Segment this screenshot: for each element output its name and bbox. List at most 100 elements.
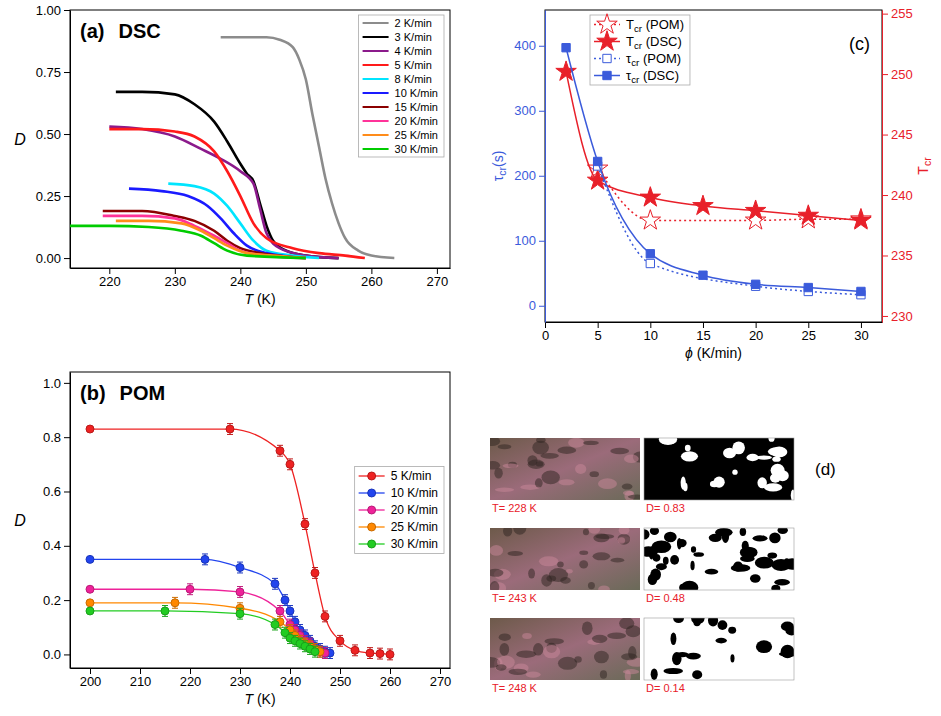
tick-mark xyxy=(703,322,704,328)
data-point xyxy=(336,637,344,645)
binary-blob xyxy=(771,559,790,571)
tick: 0.8 xyxy=(43,430,70,445)
tick-label: 0.00 xyxy=(36,251,61,266)
tick-mark xyxy=(390,668,391,674)
data-point xyxy=(640,187,660,206)
tick: 230 xyxy=(882,309,913,324)
tick: 250 xyxy=(330,668,352,689)
binary-image xyxy=(644,618,794,680)
micrograph-texture xyxy=(544,638,564,644)
legend-marker xyxy=(597,31,617,50)
error-bar xyxy=(322,611,328,622)
error-bar xyxy=(337,635,343,646)
data-point xyxy=(161,607,169,615)
binary-blob xyxy=(778,528,788,534)
legend-swatch xyxy=(363,22,389,24)
legend-marker xyxy=(368,523,376,531)
legend-label: 5 K/min xyxy=(391,469,432,483)
micrograph-texture xyxy=(575,464,586,474)
data-point xyxy=(646,250,654,258)
error-bar xyxy=(282,595,288,606)
axis: 0.000.250.500.751.00 xyxy=(36,3,71,269)
binary-blob xyxy=(767,553,777,559)
tick-mark xyxy=(371,268,372,274)
error-bar xyxy=(302,519,308,530)
legend-item: Tcr (DSC) xyxy=(594,31,682,51)
axis-title: Tcr xyxy=(915,157,933,175)
micrograph-texture xyxy=(594,651,609,664)
tick-mark xyxy=(64,383,70,384)
micrograph-texture xyxy=(600,670,607,679)
tick-mark xyxy=(539,111,545,112)
legend-label: τcr (DSC) xyxy=(626,68,679,85)
tick: 200 xyxy=(514,168,545,183)
axis-title: T (K) xyxy=(244,291,275,307)
image-label: D= 0.48 xyxy=(646,592,685,604)
micrograph-texture xyxy=(628,646,636,659)
micrograph-texture xyxy=(528,569,535,579)
legend-label: 25 K/min xyxy=(391,520,438,534)
tick: 240 xyxy=(882,188,913,203)
tick: 20 xyxy=(749,322,763,343)
micrograph-texture xyxy=(509,669,527,675)
binary-blob xyxy=(705,569,719,575)
data-point xyxy=(236,564,244,572)
image-label: T= 228 K xyxy=(492,502,538,514)
tick: 250 xyxy=(882,67,913,82)
tick-label: 235 xyxy=(891,248,913,263)
tick-mark xyxy=(861,322,862,328)
data-point xyxy=(271,621,279,629)
tick-mark xyxy=(64,546,70,547)
micrograph-texture xyxy=(588,582,595,589)
binary-blob xyxy=(693,552,704,557)
micrograph-texture xyxy=(619,528,630,535)
binary-blob xyxy=(659,438,677,445)
micrograph-texture xyxy=(568,438,584,448)
micrograph-texture xyxy=(496,664,507,671)
binary-blob xyxy=(644,529,650,539)
binary-image xyxy=(644,438,794,500)
axis-line xyxy=(70,373,71,669)
micrograph-texture xyxy=(610,448,629,454)
tick-label: 220 xyxy=(99,274,121,289)
tick-mark xyxy=(545,322,546,328)
legend-item: τcr (POM) xyxy=(594,51,681,68)
binary-blob xyxy=(732,470,737,475)
tick-mark xyxy=(306,268,307,274)
binary-blob xyxy=(731,564,751,572)
tick-mark xyxy=(440,668,441,674)
series-line xyxy=(90,611,315,652)
micrograph-texture xyxy=(490,461,500,470)
legend-label: Tcr (DSC) xyxy=(626,34,682,51)
data-point xyxy=(321,612,329,620)
data-point xyxy=(376,650,384,658)
legend-swatch xyxy=(363,92,389,94)
tick-label: 240 xyxy=(280,674,302,689)
tick-mark xyxy=(175,268,176,274)
binary-blob xyxy=(728,627,736,634)
micrograph-texture xyxy=(532,441,549,455)
tick-mark xyxy=(64,196,70,197)
tick-mark xyxy=(650,322,651,328)
error-bar xyxy=(277,445,283,456)
binary-blob xyxy=(768,438,774,442)
micrograph-texture xyxy=(549,568,568,582)
binary-background xyxy=(644,438,794,500)
data-point xyxy=(86,425,94,433)
tick: 25 xyxy=(802,322,816,343)
tick: 245 xyxy=(882,127,913,142)
figure: 2202302402502602700.000.250.500.751.00T … xyxy=(0,0,941,716)
axis-line xyxy=(882,11,883,323)
series-line xyxy=(103,211,306,258)
error-bar xyxy=(312,568,318,579)
binary-frame xyxy=(644,438,794,500)
binary-blob xyxy=(753,535,768,541)
axis: 200210220230240250260270 xyxy=(71,668,452,689)
micrograph-texture xyxy=(617,534,630,545)
data-point xyxy=(351,646,359,654)
series-line xyxy=(90,603,320,652)
binary-blob xyxy=(740,528,747,536)
binary-blob xyxy=(776,470,788,481)
data-point xyxy=(286,607,294,615)
tick: 230 xyxy=(164,268,186,289)
